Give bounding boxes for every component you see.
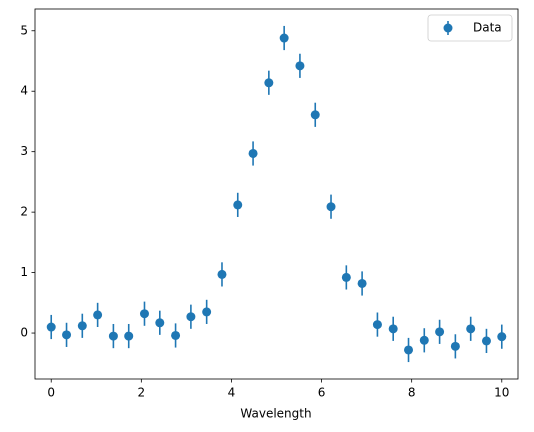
plot-frame bbox=[34, 8, 519, 380]
x-tick-label: 8 bbox=[408, 386, 416, 400]
y-tick-label: 0 bbox=[20, 326, 28, 340]
data-point bbox=[46, 322, 56, 332]
data-point bbox=[217, 269, 227, 279]
y-tick-label: 4 bbox=[20, 84, 28, 98]
data-point bbox=[202, 307, 212, 317]
data-point bbox=[404, 345, 414, 355]
data-point bbox=[124, 331, 134, 341]
data-point bbox=[372, 320, 382, 330]
data-point bbox=[62, 330, 72, 340]
data-point bbox=[388, 324, 398, 334]
data-point bbox=[233, 200, 243, 210]
data-point bbox=[497, 332, 507, 342]
data-point bbox=[435, 327, 445, 337]
data-point bbox=[77, 321, 87, 331]
legend-label: Data bbox=[473, 21, 502, 35]
data-point bbox=[341, 272, 351, 282]
legend-box bbox=[427, 14, 513, 42]
x-tick-label: 10 bbox=[494, 386, 509, 400]
x-tick-label: 2 bbox=[138, 386, 146, 400]
data-point bbox=[171, 330, 181, 340]
data-point bbox=[481, 336, 491, 346]
data-point bbox=[139, 309, 149, 319]
data-point bbox=[108, 331, 118, 341]
x-tick-label: 4 bbox=[228, 386, 236, 400]
data-point bbox=[450, 341, 460, 351]
data-point bbox=[357, 278, 367, 288]
data-point bbox=[419, 335, 429, 345]
data-point bbox=[186, 312, 196, 322]
y-tick-label: 3 bbox=[20, 144, 28, 158]
data-point bbox=[279, 33, 289, 43]
x-tick-label: 0 bbox=[47, 386, 55, 400]
y-tick-label: 2 bbox=[20, 205, 28, 219]
data-point bbox=[93, 310, 103, 320]
x-axis-label: Wavelength bbox=[240, 407, 311, 421]
data-point bbox=[295, 61, 305, 71]
x-tick-label: 6 bbox=[318, 386, 326, 400]
y-tick-label: 1 bbox=[20, 265, 28, 279]
y-tick-label: 5 bbox=[20, 23, 28, 37]
data-point bbox=[264, 78, 274, 88]
data-point bbox=[466, 324, 476, 334]
data-point bbox=[155, 318, 165, 328]
data-point bbox=[310, 110, 320, 120]
legend-marker bbox=[443, 23, 453, 33]
data-point bbox=[326, 202, 336, 212]
data-point bbox=[248, 148, 258, 158]
